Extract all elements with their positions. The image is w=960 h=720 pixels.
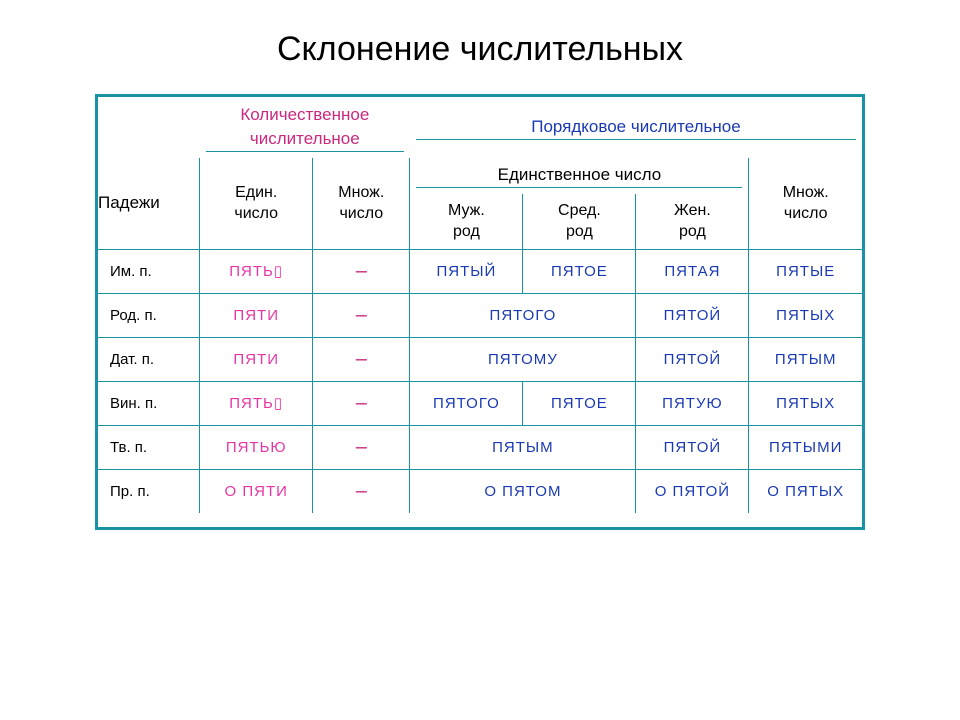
ordinal-plural-cell: ПЯТЫМИ [749, 425, 862, 469]
cardinal-sg-cell: ПЯТЬ▯ [200, 381, 313, 425]
cardinal-pl-cell: – [313, 425, 410, 469]
ordinal-fem-cell: ПЯТАЯ [636, 249, 749, 293]
table-row: Дат. п.ПЯТИ–ПЯТОМУПЯТОЙПЯТЫМ [98, 337, 862, 381]
masc-header: Муж.род [410, 194, 523, 250]
cardinal-sg-cell: ПЯТЬ▯ [200, 249, 313, 293]
cardinal-plural-header: Множ.число [313, 158, 410, 250]
ordinal-fem-cell: ПЯТОЙ [636, 337, 749, 381]
table-row: Пр. п.О ПЯТИ–О ПЯТОМО ПЯТОЙО ПЯТЫХ [98, 469, 862, 513]
ordinal-plural-cell: ПЯТЫХ [749, 293, 862, 337]
ordinal-plural-header: Множ.число [749, 158, 862, 250]
ordinal-plural-cell: ПЯТЫМ [749, 337, 862, 381]
ordinal-masc-neut-cell: ПЯТОМУ [410, 337, 636, 381]
ordinal-singular-text: Единственное число [498, 165, 662, 184]
ordinal-masc-cell: ПЯТОГО [410, 381, 523, 425]
table-row: Род. п.ПЯТИ–ПЯТОГОПЯТОЙПЯТЫХ [98, 293, 862, 337]
table-row: Вин. п.ПЯТЬ▯–ПЯТОГОПЯТОЕПЯТУЮПЯТЫХ [98, 381, 862, 425]
ordinal-singular-header: Единственное число [410, 158, 749, 194]
cardinal-singular-header: Един.число [200, 158, 313, 250]
cardinal-sg-cell: ПЯТИ [200, 337, 313, 381]
cardinal-pl-cell: – [313, 381, 410, 425]
cardinal-sg-cell: О ПЯТИ [200, 469, 313, 513]
table-row: Тв. п.ПЯТЬЮ–ПЯТЫМПЯТОЙПЯТЫМИ [98, 425, 862, 469]
cardinal-sg-cell: ПЯТЬЮ [200, 425, 313, 469]
case-label: Дат. п. [98, 337, 200, 381]
ordinal-plural-cell: ПЯТЫЕ [749, 249, 862, 293]
page-title: Склонение числительных [277, 30, 683, 69]
ordinal-fem-cell: ПЯТОЙ [636, 425, 749, 469]
ordinal-fem-cell: ПЯТУЮ [636, 381, 749, 425]
cardinal-pl-cell: – [313, 337, 410, 381]
cardinal-pl-cell: – [313, 469, 410, 513]
cardinal-header: Количественноечислительное [200, 97, 410, 158]
ordinal-header: Порядковое числительное [410, 97, 862, 158]
ordinal-neut-cell: ПЯТОЕ [523, 249, 636, 293]
ordinal-neut-cell: ПЯТОЕ [523, 381, 636, 425]
declension-table: Количественноечислительное Порядковое чи… [95, 94, 865, 530]
ordinal-fem-cell: О ПЯТОЙ [636, 469, 749, 513]
fem-header: Жен.род [636, 194, 749, 250]
ordinal-plural-cell: О ПЯТЫХ [749, 469, 862, 513]
ordinal-masc-neut-cell: ПЯТЫМ [410, 425, 636, 469]
ordinal-plural-cell: ПЯТЫХ [749, 381, 862, 425]
case-label: Тв. п. [98, 425, 200, 469]
case-label: Род. п. [98, 293, 200, 337]
cardinal-pl-cell: – [313, 293, 410, 337]
cardinal-pl-cell: – [313, 249, 410, 293]
cardinal-header-text: Количественноечислительное [240, 105, 369, 148]
ordinal-header-text: Порядковое числительное [531, 117, 740, 136]
ordinal-masc-neut-cell: О ПЯТОМ [410, 469, 636, 513]
neut-header: Сред.род [523, 194, 636, 250]
case-label: Пр. п. [98, 469, 200, 513]
ordinal-masc-cell: ПЯТЫЙ [410, 249, 523, 293]
case-label: Вин. п. [98, 381, 200, 425]
cardinal-sg-cell: ПЯТИ [200, 293, 313, 337]
case-label: Им. п. [98, 249, 200, 293]
table-row: Им. п.ПЯТЬ▯–ПЯТЫЙПЯТОЕПЯТАЯПЯТЫЕ [98, 249, 862, 293]
cases-header: Падежи [98, 158, 200, 250]
ordinal-fem-cell: ПЯТОЙ [636, 293, 749, 337]
ordinal-masc-neut-cell: ПЯТОГО [410, 293, 636, 337]
